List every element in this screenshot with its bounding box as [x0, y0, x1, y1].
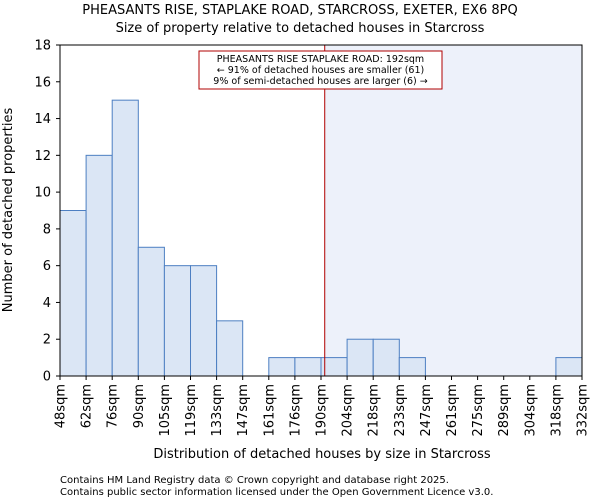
- y-axis-label: Number of detached properties: [1, 108, 16, 313]
- histogram-bar: [555, 357, 583, 377]
- y-tick-label: 12: [34, 149, 51, 164]
- x-tick-label: 289sqm: [497, 384, 512, 437]
- x-tick-label: 247sqm: [419, 384, 434, 437]
- x-tick-label: 204sqm: [341, 384, 356, 437]
- annotation-line-2: ← 91% of detached houses are smaller (61…: [217, 65, 424, 76]
- histogram-bar: [372, 338, 400, 377]
- chart-title: PHEASANTS RISE, STAPLAKE ROAD, STARCROSS…: [82, 3, 517, 18]
- chart-subtitle: Size of property relative to detached ho…: [116, 21, 485, 36]
- y-tick-label: 2: [43, 333, 51, 348]
- y-tick-label: 0: [43, 370, 51, 385]
- histogram-bar: [268, 357, 296, 377]
- x-tick-label: 147sqm: [236, 384, 251, 437]
- histogram-bar: [294, 357, 322, 377]
- y-tick-label: 16: [34, 75, 51, 90]
- x-tick-label: 48sqm: [54, 384, 69, 428]
- x-tick-label: 261sqm: [445, 384, 460, 437]
- histogram-bar: [216, 320, 244, 377]
- histogram-bar: [398, 357, 426, 377]
- x-tick-label: 133sqm: [210, 384, 225, 437]
- x-tick-label: 105sqm: [158, 384, 173, 437]
- y-tick-label: 8: [43, 222, 51, 237]
- histogram-bar: [190, 265, 218, 377]
- x-tick-label: 275sqm: [471, 384, 486, 437]
- y-tick-label: 14: [34, 112, 51, 127]
- x-tick-label: 90sqm: [132, 384, 147, 428]
- x-tick-label: 190sqm: [315, 384, 330, 437]
- histogram-bar: [163, 265, 191, 377]
- x-tick-label: 304sqm: [523, 384, 538, 437]
- annotation-line-3: 9% of semi-detached houses are larger (6…: [213, 76, 427, 87]
- x-tick-label: 233sqm: [393, 384, 408, 437]
- x-axis-label: Distribution of detached houses by size …: [153, 447, 491, 462]
- histogram-bar: [137, 246, 165, 377]
- larger-than-property-region: [324, 45, 582, 376]
- histogram-bar: [346, 338, 374, 377]
- footer-line-2: Contains public sector information licen…: [60, 487, 493, 498]
- y-tick-label: 10: [34, 186, 51, 201]
- y-tick-label: 4: [43, 296, 51, 311]
- annotation-line-1: PHEASANTS RISE STAPLAKE ROAD: 192sqm: [217, 54, 424, 65]
- x-tick-label: 119sqm: [184, 384, 199, 437]
- x-tick-label: 176sqm: [288, 384, 303, 437]
- x-tick-label: 218sqm: [367, 384, 382, 437]
- y-tick-label: 6: [43, 259, 51, 274]
- histogram-bar: [111, 99, 139, 377]
- x-tick-label: 161sqm: [262, 384, 277, 437]
- footer-line-1: Contains HM Land Registry data © Crown c…: [60, 475, 449, 486]
- x-tick-label: 62sqm: [80, 384, 95, 428]
- histogram-bar: [85, 154, 113, 377]
- y-tick-label: 18: [34, 39, 51, 54]
- x-tick-label: 76sqm: [106, 384, 121, 428]
- x-tick-label: 332sqm: [576, 384, 591, 437]
- x-tick-label: 318sqm: [549, 384, 564, 437]
- annotation-box: [198, 50, 443, 90]
- histogram-bar: [59, 210, 87, 377]
